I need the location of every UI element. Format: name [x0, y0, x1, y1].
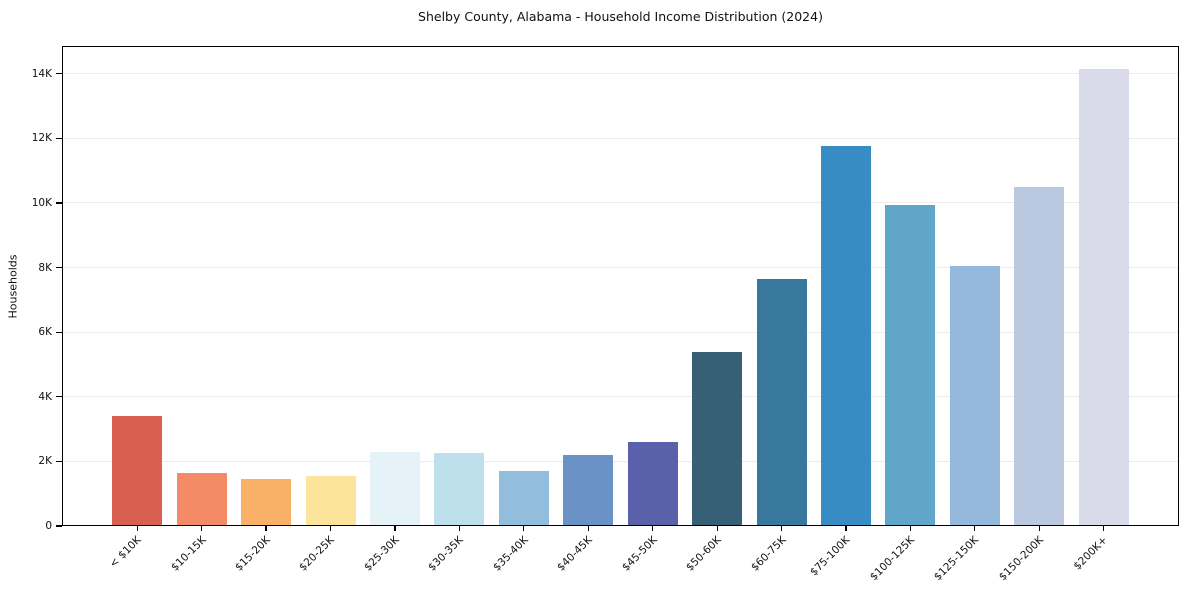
gridline: [62, 267, 1179, 269]
bar: [821, 146, 872, 526]
x-tick-label: $35-40K: [490, 534, 531, 574]
x-tick-label: $40-45K: [555, 534, 595, 574]
plot-area: 0 2K 4K 6K 8K 10K 12K 14K < $10K $10-15K $15-20K $2…: [32, 46, 1179, 583]
y-tick: [56, 460, 62, 462]
x-tick-label: $60-75K: [748, 534, 789, 574]
bar: [1014, 186, 1065, 526]
bar: [305, 475, 356, 526]
y-tick-label: 0: [45, 520, 52, 532]
x-tick: [523, 526, 525, 531]
bar: [756, 278, 807, 526]
gridline: [62, 202, 1179, 204]
gridline: [62, 331, 1179, 333]
y-tick: [56, 73, 62, 75]
y-tick: [56, 137, 62, 139]
x-tick: [394, 526, 396, 531]
bar: [885, 204, 936, 526]
y-tick: [56, 331, 62, 333]
y-tick-label: 8K: [38, 261, 52, 274]
x-tick-label: $100-125K: [867, 534, 917, 584]
y-tick: [56, 202, 62, 204]
x-tick-label: $150-200K: [996, 534, 1046, 584]
y-tick-label: 10K: [31, 196, 52, 209]
bar: [498, 471, 549, 526]
x-tick: [329, 526, 332, 531]
x-tick: [201, 526, 203, 531]
x-tick: [780, 526, 783, 531]
x-tick: [716, 526, 718, 531]
x-tick: [458, 526, 460, 531]
bar: [241, 479, 292, 526]
x-tick-label: $10-15K: [168, 534, 209, 574]
x-tick: [265, 526, 267, 531]
bar: [563, 454, 614, 526]
x-tick-label: $50-60K: [683, 534, 724, 574]
y-tick-label: 6K: [38, 326, 52, 339]
x-tick-label: $30-35K: [426, 534, 466, 574]
x-tick: [136, 526, 138, 531]
bar: [434, 453, 485, 526]
y-tick: [56, 266, 62, 269]
x-tick-label: $125-150K: [932, 534, 982, 584]
x-tick-label: $20-25K: [297, 534, 338, 574]
chart-title: Shelby County, Alabama - Household Incom…: [418, 9, 823, 24]
x-tick: [845, 526, 847, 531]
y-tick: [56, 525, 62, 527]
x-tick-label: $75-100K: [808, 534, 853, 579]
bar: [949, 265, 1000, 526]
x-tick-label: $45-50K: [619, 534, 660, 574]
x-tick: [652, 526, 654, 531]
y-tick: [56, 396, 62, 398]
bar: [692, 351, 743, 526]
gridline: [62, 73, 1179, 75]
gridline: [62, 396, 1179, 398]
y-tick-label: 4K: [38, 390, 52, 403]
gridline: [62, 137, 1179, 139]
gridline: [62, 460, 1179, 462]
x-tick: [974, 526, 976, 531]
x-tick: [587, 526, 589, 531]
x-tick-label: $25-30K: [361, 534, 402, 574]
bar: [627, 442, 678, 526]
x-tick-label: $15-20K: [232, 534, 273, 574]
y-tick-label: 12K: [31, 132, 52, 145]
y-tick-label: 2K: [38, 455, 52, 468]
x-tick-label: $200K+: [1071, 534, 1111, 573]
x-tick: [909, 526, 912, 531]
plot-frame: [62, 46, 1179, 526]
x-tick: [1103, 526, 1105, 531]
y-tick-label: 14K: [31, 67, 52, 80]
bar: [112, 416, 163, 526]
bar: [1078, 68, 1129, 526]
bar: [369, 451, 420, 526]
x-tick-label: < $10K: [107, 534, 144, 571]
bar: [176, 472, 227, 526]
x-tick: [1038, 526, 1040, 531]
